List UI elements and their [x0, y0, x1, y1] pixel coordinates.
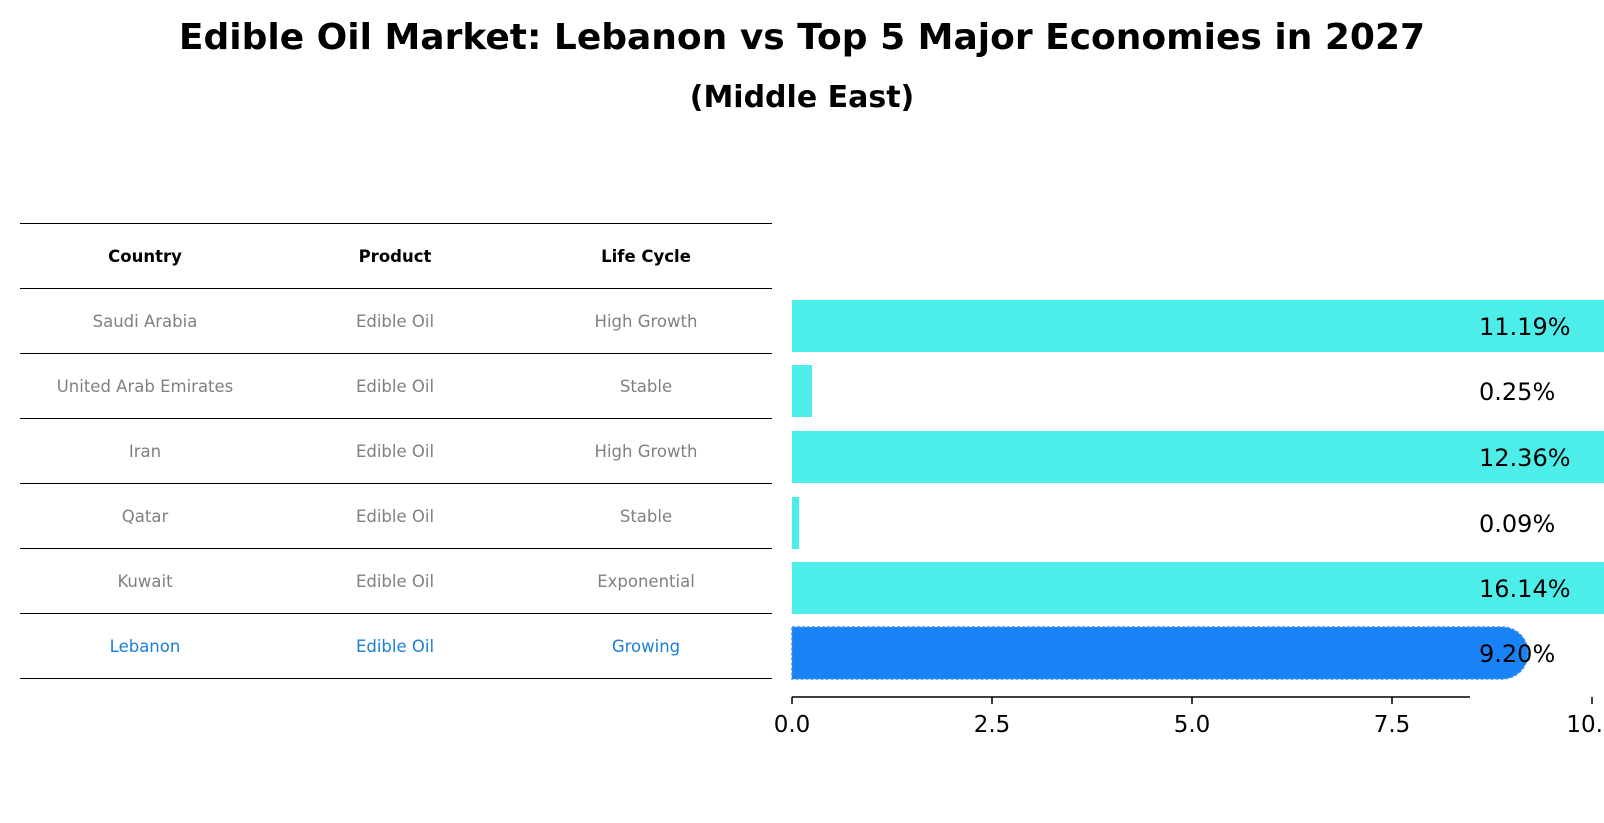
- bar-highlighted: [791, 626, 1529, 680]
- value-label: 12.36%: [1479, 444, 1571, 472]
- column-header-country: Country: [108, 246, 182, 266]
- table-row: Kuwait Edible Oil Exponential: [20, 549, 772, 614]
- column-header-product: Product: [358, 246, 432, 266]
- country-cell: Lebanon: [109, 636, 181, 656]
- life-cycle-cell: Growing: [611, 636, 681, 656]
- country-cell: Saudi Arabia: [92, 311, 198, 331]
- table-header-row: Country Product Life Cycle: [20, 224, 772, 289]
- x-tick-label: 5.0: [1174, 712, 1211, 738]
- product-cell: Edible Oil: [355, 441, 435, 461]
- table-row: Saudi Arabia Edible Oil High Growth: [20, 289, 772, 354]
- value-label: 9.20%: [1479, 640, 1555, 668]
- country-table: Country Product Life Cycle Saudi Arabia …: [20, 223, 772, 679]
- value-label: 0.09%: [1479, 510, 1555, 538]
- x-tick-label: 2.5: [974, 712, 1011, 738]
- country-cell: Kuwait: [117, 571, 173, 591]
- table-row: Iran Edible Oil High Growth: [20, 419, 772, 484]
- value-label: 0.25%: [1479, 378, 1555, 406]
- life-cycle-cell: High Growth: [594, 441, 698, 461]
- bar: [792, 497, 800, 549]
- bar: [792, 300, 1604, 352]
- life-cycle-cell: Stable: [619, 376, 673, 396]
- bar: [792, 365, 812, 417]
- chart-subtitle: (Middle East): [689, 80, 915, 115]
- value-label: 11.19%: [1479, 313, 1571, 341]
- table-row: Qatar Edible Oil Stable: [20, 484, 772, 549]
- x-tick-label: 10.0: [1566, 712, 1604, 738]
- life-cycle-cell: Stable: [619, 506, 673, 526]
- bar: [792, 562, 1604, 614]
- product-cell: Edible Oil: [355, 571, 435, 591]
- column-header-life-cycle: Life Cycle: [601, 246, 691, 266]
- product-cell: Edible Oil: [355, 311, 435, 331]
- table-row-highlighted: Lebanon Edible Oil Growing: [20, 614, 772, 679]
- life-cycle-cell: Exponential: [597, 571, 695, 591]
- bar: [792, 431, 1604, 483]
- x-tick-label: 7.5: [1374, 712, 1411, 738]
- country-cell: United Arab Emirates: [56, 376, 234, 396]
- value-label: 16.14%: [1479, 575, 1571, 603]
- product-cell: Edible Oil: [355, 506, 435, 526]
- product-cell: Edible Oil: [355, 376, 435, 396]
- x-tick-label: 0.0: [774, 712, 811, 738]
- table-row: United Arab Emirates Edible Oil Stable: [20, 354, 772, 419]
- country-cell: Qatar: [121, 506, 169, 526]
- country-cell: Iran: [128, 441, 162, 461]
- life-cycle-cell: High Growth: [594, 311, 698, 331]
- product-cell: Edible Oil: [355, 636, 435, 656]
- chart-title: Edible Oil Market: Lebanon vs Top 5 Majo…: [178, 17, 1426, 58]
